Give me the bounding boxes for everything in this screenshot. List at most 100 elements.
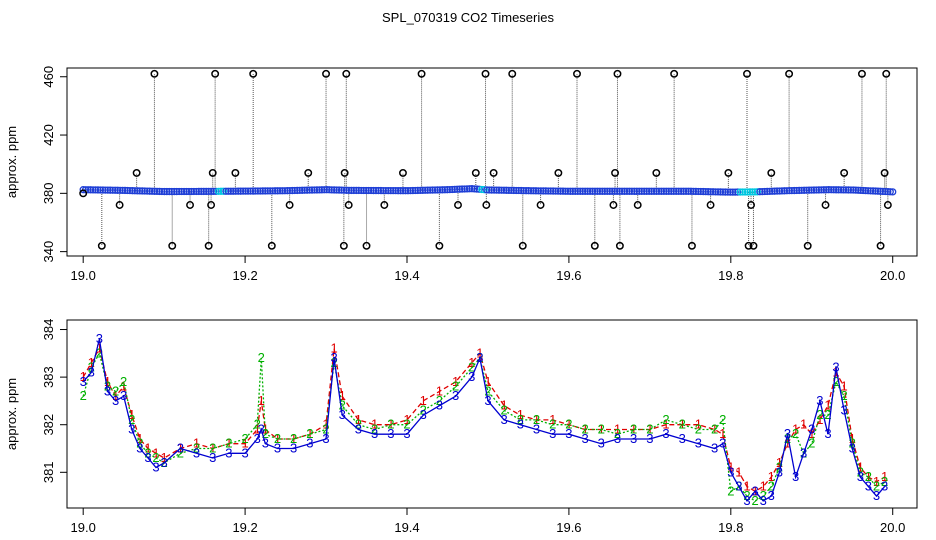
spike-point	[454, 201, 462, 209]
series-marker-3: 3	[254, 431, 261, 446]
series-marker-3: 3	[144, 450, 151, 465]
series-marker-3: 3	[128, 421, 135, 436]
x-tick-label: 19.2	[232, 520, 257, 535]
series-marker-1: 1	[468, 355, 475, 370]
series-marker-3: 3	[695, 436, 702, 451]
series-marker-2: 2	[96, 345, 103, 360]
data-point	[746, 188, 754, 196]
series-marker-2: 2	[339, 398, 346, 413]
series-marker-3: 3	[331, 350, 338, 365]
data-point	[611, 187, 619, 195]
series-marker-2: 2	[857, 464, 864, 479]
x-tick-label: 19.4	[394, 520, 419, 535]
data-point	[136, 187, 144, 195]
series-marker-2: 2	[824, 407, 831, 422]
series-marker-1: 1	[88, 355, 95, 370]
series-marker-3: 3	[371, 426, 378, 441]
data-point	[500, 186, 508, 194]
series-marker-3: 3	[80, 374, 87, 389]
data-point	[601, 187, 609, 195]
series-marker-2: 2	[646, 421, 653, 436]
top-x-axis: 19.0 19.2 19.4 19.6 19.8 20.0	[71, 255, 905, 283]
data-point	[640, 187, 648, 195]
data-point	[554, 187, 562, 195]
data-point	[229, 187, 237, 195]
chart-title: SPL_070319 CO2 Timeseries	[382, 10, 554, 25]
data-point	[232, 187, 240, 195]
series-marker-1: 1	[549, 412, 556, 427]
data-point	[839, 186, 848, 194]
data-point	[305, 186, 314, 194]
data-point	[207, 187, 215, 196]
spike-point	[633, 201, 642, 209]
series-marker-3: 3	[355, 421, 362, 436]
series-marker-2: 2	[760, 488, 767, 503]
data-point	[596, 187, 604, 195]
series-marker-1: 1	[339, 388, 346, 403]
data-point	[224, 187, 233, 195]
spike-point	[344, 201, 353, 209]
data-point	[128, 187, 137, 195]
data-point	[372, 186, 380, 195]
y-tick-label: 340	[41, 241, 56, 263]
series-marker-3: 3	[225, 445, 232, 460]
series-marker-1: 1	[152, 445, 159, 460]
data-point	[591, 187, 599, 195]
series-marker-2: 2	[865, 469, 872, 484]
data-point	[411, 186, 420, 195]
series-marker-2: 2	[120, 374, 127, 389]
data-point	[379, 186, 388, 195]
data-point	[278, 187, 287, 195]
data-point	[876, 187, 885, 195]
spike-point	[688, 241, 696, 250]
series-marker-1: 1	[476, 345, 483, 360]
data-point	[121, 186, 129, 195]
series-marker-1: 1	[225, 436, 232, 451]
series-marker-2: 2	[420, 402, 427, 417]
data-point	[483, 186, 491, 194]
spike-point	[554, 168, 563, 177]
series-marker-1: 1	[306, 426, 313, 441]
series-marker-1: 1	[144, 441, 151, 456]
data-point	[401, 187, 410, 195]
data-point	[810, 186, 818, 194]
spike-point	[208, 168, 217, 177]
data-point	[433, 186, 442, 194]
data-point	[436, 186, 444, 194]
series-marker-3: 3	[881, 479, 888, 494]
data-point	[706, 188, 715, 196]
spike-point	[747, 201, 755, 209]
spike-point	[840, 168, 849, 177]
data-point	[369, 186, 378, 195]
data-point	[756, 188, 764, 196]
series-marker-1: 1	[662, 417, 669, 432]
data-point	[345, 186, 353, 195]
series-marker-3: 3	[549, 426, 556, 441]
series-marker-1: 1	[735, 464, 742, 479]
series-marker-2: 2	[144, 445, 151, 460]
data-point	[473, 185, 481, 193]
data-point	[864, 187, 872, 195]
data-point	[537, 187, 545, 195]
series-marker-3: 3	[865, 479, 872, 494]
data-point	[689, 187, 698, 196]
series-marker-1: 1	[533, 412, 540, 427]
spike-point	[481, 69, 490, 78]
data-point	[192, 187, 201, 196]
data-point	[588, 187, 597, 195]
series-marker-1: 1	[792, 421, 799, 436]
data-point	[847, 186, 855, 194]
data-point	[109, 186, 117, 194]
data-point	[286, 186, 294, 195]
data-point	[261, 187, 269, 195]
data-point	[790, 186, 798, 195]
data-point	[308, 186, 316, 194]
x-tick-label: 19.0	[71, 268, 96, 283]
spike-point	[211, 69, 220, 78]
data-point	[227, 187, 235, 195]
data-point	[716, 188, 725, 196]
series-marker-3: 3	[403, 426, 410, 441]
data-point	[259, 187, 267, 195]
data-point	[674, 187, 683, 195]
